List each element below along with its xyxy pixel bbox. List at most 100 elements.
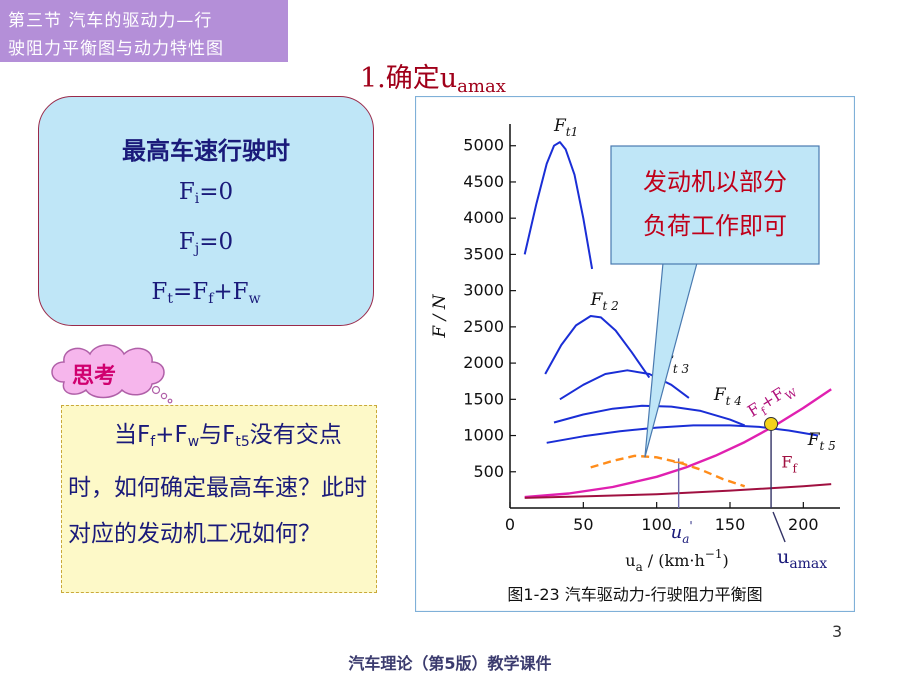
label-ft3-part: t 3 <box>673 362 690 376</box>
y-tick-label: 3500 <box>463 244 504 263</box>
series-ff-fw <box>524 388 832 499</box>
y-tick-label-part: 5000 <box>463 136 504 155</box>
label-ff: Ff <box>781 452 798 475</box>
y-axis-label: F / N <box>430 293 450 338</box>
x-tick-label: 150 <box>715 515 746 534</box>
label-uamax: uamax <box>777 546 827 572</box>
series-ff <box>524 483 832 499</box>
label-ft5-part: t 5 <box>820 439 836 453</box>
chart-caption: 图1-23 汽车驱动力-行驶阻力平衡图 <box>507 585 762 604</box>
formula-fi-symbol: F <box>178 179 195 205</box>
uamax-point <box>764 416 779 431</box>
label-ft1: Ft1 <box>553 116 578 139</box>
footer-text: 汽车理论（第5版）教学课件 <box>348 654 552 673</box>
force-balance-chart: 500 1000 1500 2000 2500 3000 3500 4000 4500 5000 0… <box>415 96 855 612</box>
x-tick-label-part: 200 <box>788 515 819 534</box>
label-ua-prime-part: u <box>671 522 683 543</box>
uamax-leader <box>772 511 786 543</box>
label-ft2-part: t 2 <box>602 299 618 313</box>
label-ff-fw-part: f <box>759 405 770 419</box>
question-sub-3: t5 <box>235 434 250 450</box>
x-axis-label-part: a <box>636 560 643 574</box>
x-axis-label-part: / (km·h <box>643 551 705 570</box>
formula-fj-symbol: F <box>178 229 195 255</box>
question-part-4: 没有交点时，如何确定最高车速？此时对应的发动机工况如何？ <box>68 422 367 547</box>
header-line-2: 驶阻力平衡图与动力特性图 <box>8 39 224 59</box>
think-cloud-icon <box>51 344 173 404</box>
y-tick-label-part: 2500 <box>463 317 504 336</box>
formula-fi-rest: =0 <box>199 179 234 205</box>
conditions-box: 最高车速行驶时 Fi=0 Fj=0 Ft=Ff+Fw <box>38 96 374 326</box>
y-tick-label: 1500 <box>463 389 504 408</box>
formula-ft-b-sub: f <box>208 291 214 307</box>
callout-line-2: 负荷工作即可 <box>643 212 787 240</box>
formula-ft-c-sub: w <box>248 291 261 307</box>
formula-ft: Ft=Ff+Fw <box>39 279 373 307</box>
label-ft1-part: F <box>553 116 567 136</box>
x-axis-label-part: ) <box>722 551 728 570</box>
label-ua-prime-part: a <box>682 532 689 546</box>
question-part-2: +F <box>155 422 188 448</box>
header-line-1: 第三节 汽车的驱动力—行 <box>8 11 213 31</box>
formula-fi: Fi=0 <box>39 179 373 207</box>
series-ft2 <box>544 315 651 379</box>
question-sub-1: f <box>150 434 156 450</box>
x-tick-label: 200 <box>788 515 819 534</box>
series-ft1 <box>523 141 594 270</box>
x-tick-label-part: 150 <box>715 515 746 534</box>
y-tick-label: 4000 <box>463 208 504 227</box>
slide-title-sub: amax <box>457 76 506 97</box>
formula-fj: Fj=0 <box>39 229 373 257</box>
y-tick-label-part: 500 <box>473 462 504 481</box>
x-tick-label: 0 <box>505 515 515 534</box>
y-tick-label-part: 4500 <box>463 172 504 191</box>
callout-line-1: 发动机以部分 <box>643 168 787 196</box>
formula-ft-a: F <box>151 279 168 305</box>
y-tick-label-part: 1000 <box>463 426 504 445</box>
y-tick-label: 5000 <box>463 136 504 155</box>
page-number: 3 <box>832 622 843 641</box>
question-part-3: 与F <box>199 422 236 448</box>
label-ft4-part: F <box>713 385 727 405</box>
callout-box <box>610 145 820 265</box>
formula-fj-rest: =0 <box>199 229 234 255</box>
label-uamax-part: u <box>777 546 789 568</box>
conditions-heading: 最高车速行驶时 <box>122 137 290 165</box>
x-axis-label-part: u <box>625 551 635 570</box>
question-box: 当Ff+Fw与Ft5没有交点时，如何确定最高车速？此时对应的发动机工况如何？ <box>61 405 377 593</box>
label-ft2-part: F <box>590 290 604 310</box>
x-tick-label-part: 50 <box>573 515 593 534</box>
formula-ft-eq: =F <box>172 279 209 305</box>
y-tick-label: 500 <box>473 462 504 481</box>
y-tick-label-part: 2000 <box>463 353 504 372</box>
label-ua-prime: ua' <box>671 519 693 546</box>
y-tick-label-part: 3500 <box>463 244 504 263</box>
section-header: 第三节 汽车的驱动力—行 驶阻力平衡图与动力特性图 <box>0 0 288 62</box>
label-uamax-part: amax <box>789 556 827 572</box>
plot-layer: 500 1000 1500 2000 2500 3000 3500 4000 4500 5000 0… <box>430 116 840 574</box>
x-tick-label: 100 <box>641 515 672 534</box>
label-ff-part: f <box>792 461 798 475</box>
label-ft4: Ft 4 <box>713 385 742 408</box>
formula-fj-sub: j <box>194 241 200 257</box>
label-ua-prime-part: ' <box>689 519 692 533</box>
label-ft2: Ft 2 <box>590 290 619 313</box>
y-tick-label: 2000 <box>463 353 504 372</box>
x-axis-label: ua / (km·h−1) <box>625 547 728 574</box>
formula-ft-a-sub: t <box>167 291 173 307</box>
y-tick-label: 2500 <box>463 317 504 336</box>
label-ft4-part: t 4 <box>726 394 742 408</box>
y-tick-label: 3000 <box>463 281 504 300</box>
series-ft5 <box>546 424 819 444</box>
y-axis-label-part: F / N <box>430 293 450 338</box>
y-tick-label-part: 4000 <box>463 208 504 227</box>
think-label: 思考 <box>72 364 117 389</box>
label-ff-part: F <box>781 452 792 471</box>
x-tick-label-part: 0 <box>505 515 515 534</box>
y-tick-label: 1000 <box>463 426 504 445</box>
formula-fi-sub: i <box>194 191 200 207</box>
callout-layer: 发动机以部分 负荷工作即可 <box>610 145 820 458</box>
x-tick-label: 50 <box>573 515 593 534</box>
label-ft1-part: t1 <box>566 125 578 139</box>
question-sub-2: w <box>187 434 200 450</box>
